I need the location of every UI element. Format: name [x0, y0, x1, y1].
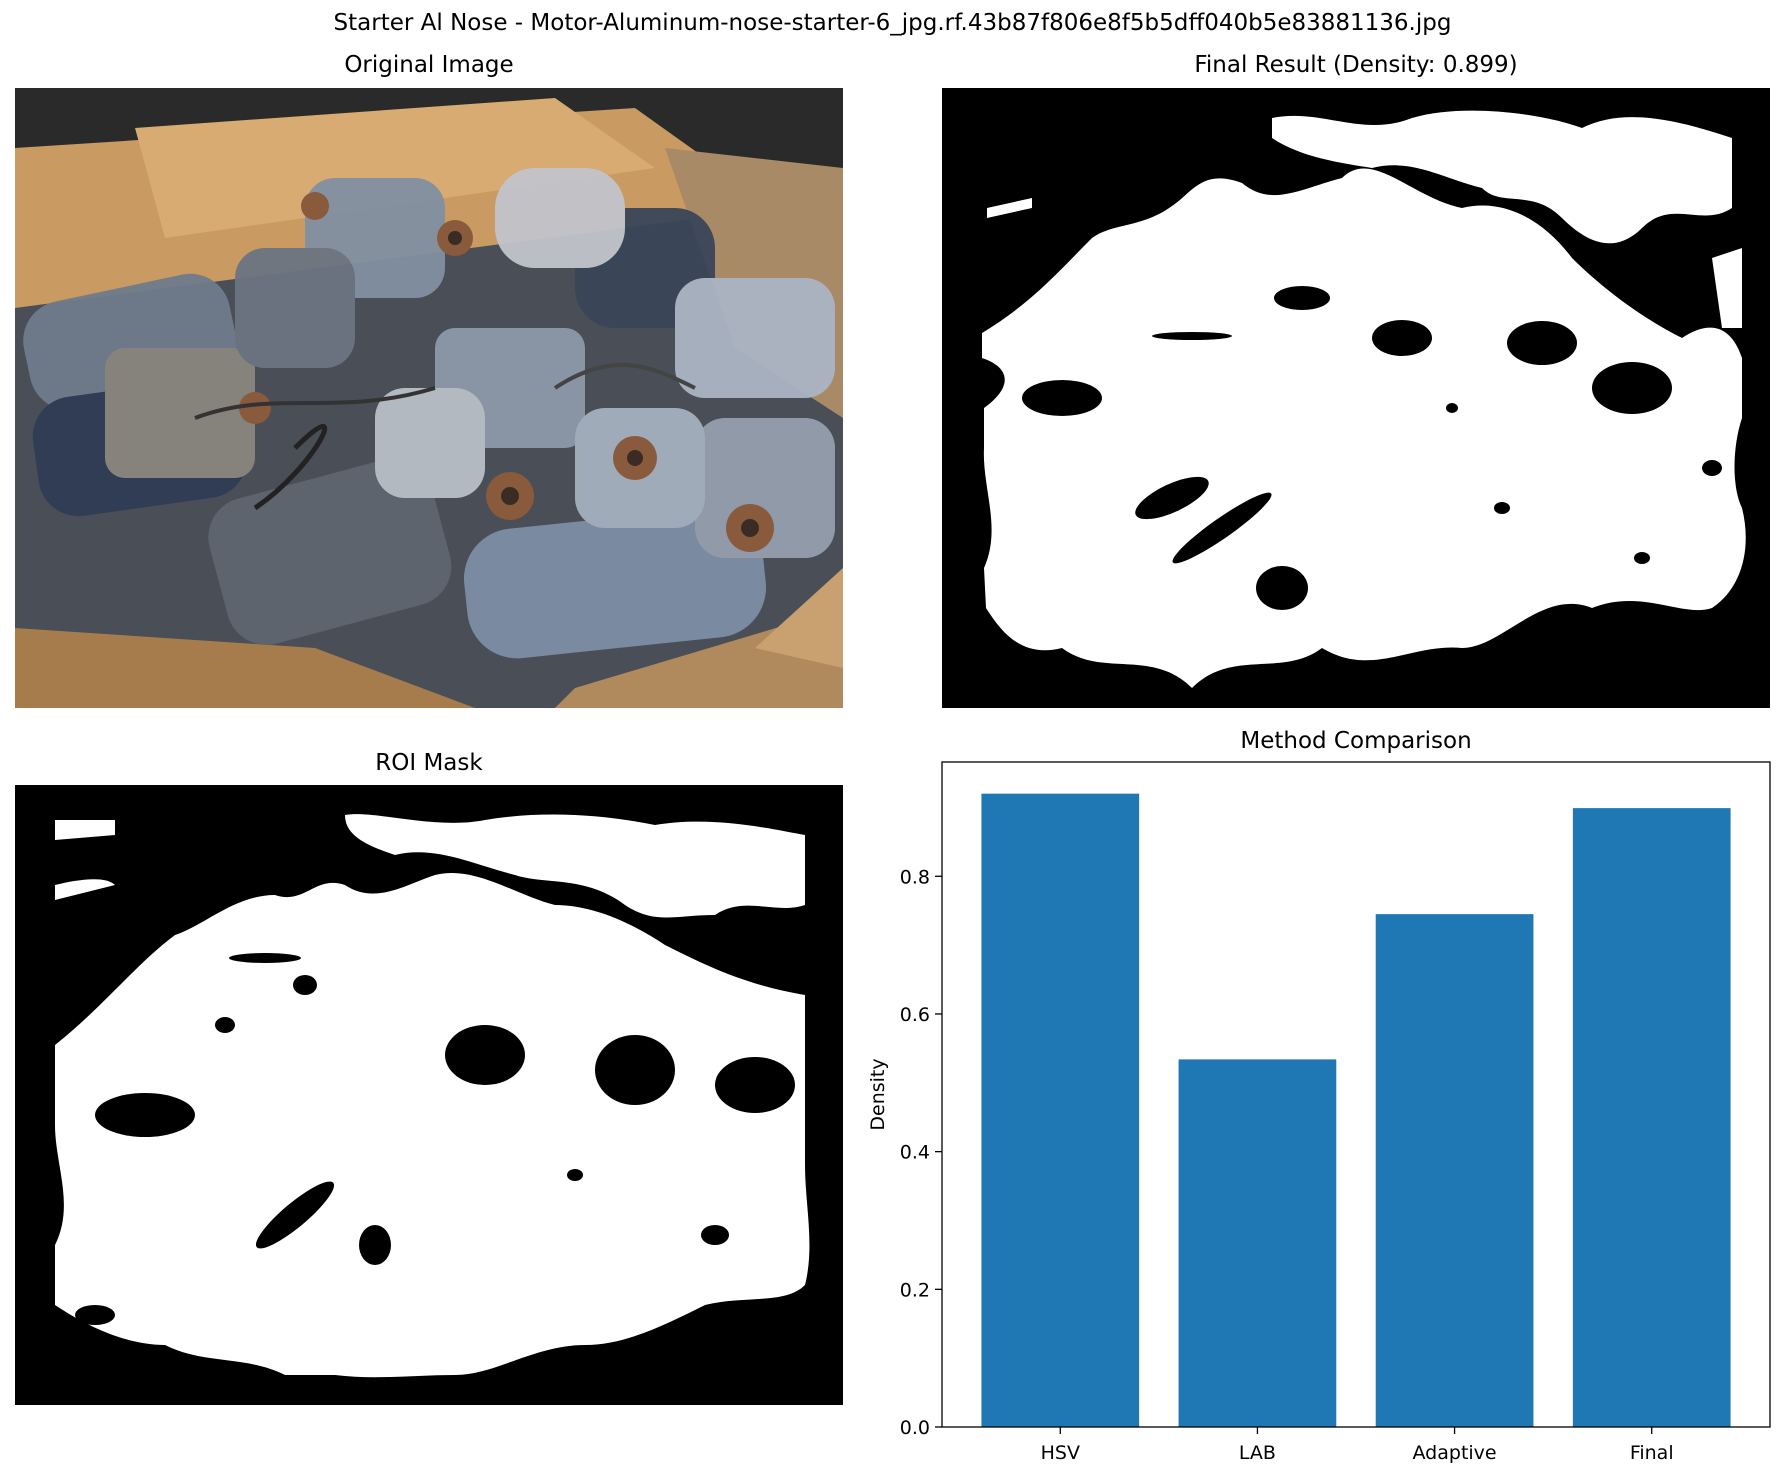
x-tick-label: HSV [1041, 1442, 1080, 1464]
x-tick-label: LAB [1239, 1442, 1276, 1464]
final-mask-shape [942, 88, 1770, 708]
final-result-mask [942, 88, 1770, 708]
y-tick-label: 0.2 [900, 1279, 930, 1301]
chart-title: Method Comparison [1240, 728, 1472, 754]
y-tick-label: 0.4 [900, 1142, 930, 1164]
bar-hsv [981, 793, 1140, 1427]
y-tick-label: 0.8 [900, 866, 930, 888]
bar-lab [1178, 1059, 1337, 1427]
x-tick-label: Adaptive [1413, 1442, 1497, 1464]
original-image [15, 88, 843, 708]
roi-mask-title: ROI Mask [375, 750, 483, 776]
axes-frame [941, 761, 1771, 1428]
y-tick-label: 0.6 [900, 1004, 930, 1026]
bar-adaptive [1375, 914, 1534, 1427]
x-tick-label: Final [1630, 1442, 1674, 1464]
roi-mask-shape [15, 785, 843, 1405]
roi-mask [15, 785, 843, 1405]
y-axis-label: Density [867, 1058, 889, 1130]
original-image-title: Original Image [344, 52, 514, 78]
y-tick-label: 0.0 [900, 1417, 930, 1439]
original-photo-illustration [15, 88, 843, 708]
figure-title: Starter Al Nose - Motor-Aluminum-nose-st… [333, 10, 1452, 36]
bar-final [1572, 808, 1731, 1427]
final-result-title: Final Result (Density: 0.899) [1194, 52, 1518, 78]
